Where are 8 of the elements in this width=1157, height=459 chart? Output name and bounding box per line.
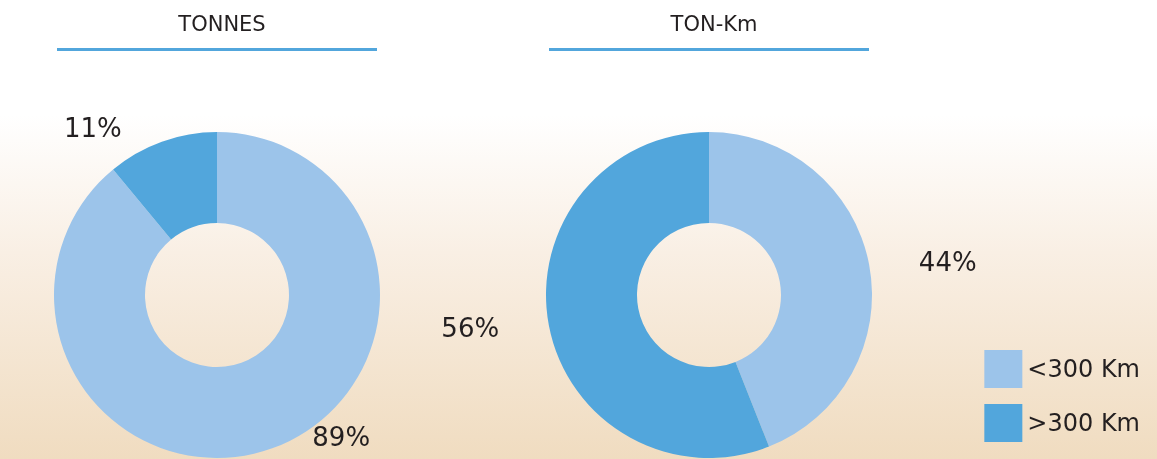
data-label: 11% bbox=[63, 112, 122, 143]
data-label: 44% bbox=[918, 246, 977, 277]
legend-label: >300 Km bbox=[1027, 409, 1141, 437]
data-label: 56% bbox=[441, 313, 500, 344]
slice-label: TON-Km bbox=[669, 11, 758, 36]
legend-label: <300 Km bbox=[1027, 355, 1141, 383]
data-label: 89% bbox=[312, 422, 371, 452]
slice-label: TONNES bbox=[177, 11, 266, 36]
